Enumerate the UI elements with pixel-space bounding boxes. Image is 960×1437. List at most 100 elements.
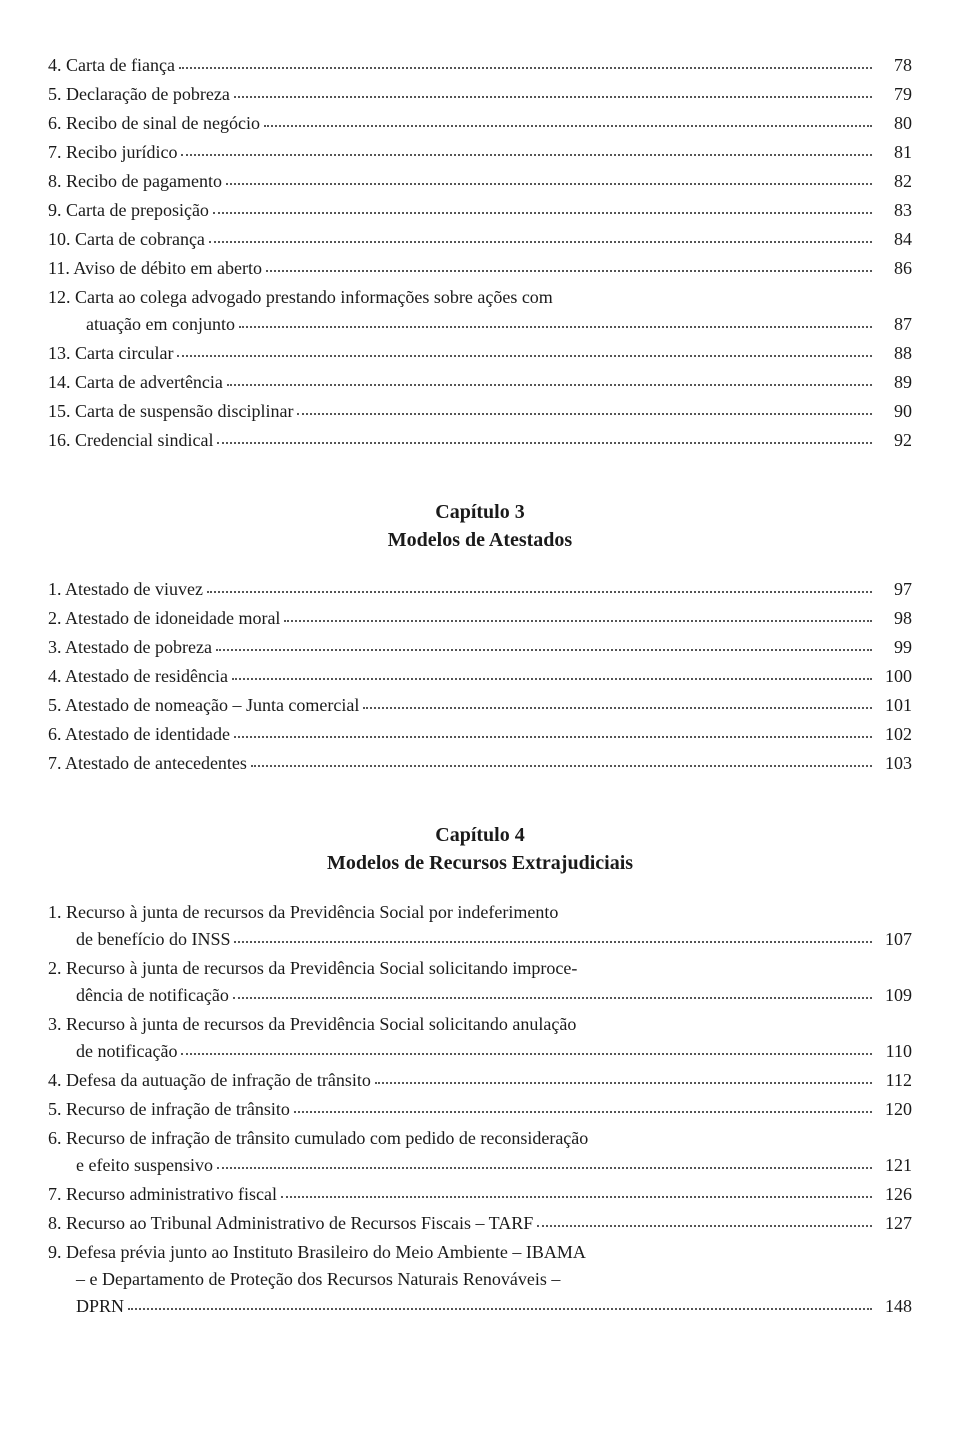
toc-entry: 12. Carta ao colega advogado prestando i… [48,284,912,338]
toc-dots [233,996,872,999]
toc-dots [209,240,872,243]
toc-dots [294,1110,872,1113]
chapter-heading: Capítulo 4 Modelos de Recursos Extrajudi… [48,821,912,877]
toc-page: 82 [876,168,912,195]
toc-label: – e Departamento de Proteção dos Recurso… [48,1266,912,1293]
toc-page: 101 [876,692,912,719]
toc-page: 100 [876,663,912,690]
toc-entry: 7. Recurso administrativo fiscal 126 [48,1181,912,1208]
toc-label: DPRN [76,1293,124,1320]
toc-entry: 3. Atestado de pobreza99 [48,634,912,661]
toc-label: 9. Defesa prévia junto ao Instituto Bras… [48,1239,912,1266]
toc-entry: 6. Recibo de sinal de negócio80 [48,110,912,137]
toc-label: 4. Atestado de residência [48,663,228,690]
toc-label: 1. Recurso à junta de recursos da Previd… [48,899,912,926]
toc-section: 4. Carta de fiança785. Declaração de pob… [48,52,912,454]
chapter-title: Modelos de Atestados [48,526,912,554]
toc-dots [297,412,872,415]
toc-page: 88 [876,340,912,367]
toc-label: 11. Aviso de débito em aberto [48,255,262,282]
toc-label: 7. Recurso administrativo fiscal [48,1181,277,1208]
toc-label: 8. Recurso ao Tribunal Administrativo de… [48,1210,533,1237]
toc-page: 92 [876,427,912,454]
toc-label: 5. Recurso de infração de trânsito [48,1096,290,1123]
toc-dots [266,269,872,272]
toc-label: 2. Recurso à junta de recursos da Previd… [48,955,912,982]
toc-dots [537,1224,872,1227]
toc-page: 84 [876,226,912,253]
toc-label: 9. Carta de preposição [48,197,209,224]
toc-dots [251,764,872,767]
toc-dots [179,66,872,69]
toc-label: de benefício do INSS [76,926,230,953]
toc-label: 1. Atestado de viuvez [48,576,203,603]
toc-dots [181,153,872,156]
toc-dots [227,383,872,386]
toc-label: 15. Carta de suspensão disciplinar [48,398,293,425]
toc-label: 4. Carta de fiança [48,52,175,79]
toc-page: 89 [876,369,912,396]
toc-page: 86 [876,255,912,282]
toc-entry: 4. Defesa da autuação de infração de trâ… [48,1067,912,1094]
toc-entry: 8. Recurso ao Tribunal Administrativo de… [48,1210,912,1237]
toc-entry: 1. Recurso à junta de recursos da Previd… [48,899,912,953]
toc-dots [181,1052,872,1055]
toc-entry: 4. Carta de fiança 78 [48,52,912,79]
chapter-number: Capítulo 3 [48,498,912,526]
toc-page: 112 [876,1067,912,1094]
toc-page: 126 [876,1181,912,1208]
toc-dots [217,441,872,444]
toc-section: 1. Recurso à junta de recursos da Previd… [48,899,912,1320]
toc-entry: 11. Aviso de débito em aberto 86 [48,255,912,282]
chapter-heading: Capítulo 3 Modelos de Atestados [48,498,912,554]
toc-label: dência de notificação [76,982,229,1009]
toc-page: 102 [876,721,912,748]
toc-entry: 5. Declaração de pobreza 79 [48,81,912,108]
toc-dots [363,706,872,709]
toc-page: 90 [876,398,912,425]
toc-entry: 13. Carta circular 88 [48,340,912,367]
toc-page: 99 [876,634,912,661]
toc-page: 87 [876,311,912,338]
toc-label: 5. Declaração de pobreza [48,81,230,108]
toc-section: 1. Atestado de viuvez 97 2. Atestado de id… [48,576,912,777]
toc-page: 107 [876,926,912,953]
toc-entry: 2. Recurso à junta de recursos da Previd… [48,955,912,1009]
toc-entry: 8. Recibo de pagamento82 [48,168,912,195]
toc-page: 80 [876,110,912,137]
toc-label: 5. Atestado de nomeação – Junta comercia… [48,692,359,719]
toc-label: 4. Defesa da autuação de infração de trâ… [48,1067,371,1094]
toc-entry: 10. Carta de cobrança 84 [48,226,912,253]
toc-entry: 16. Credencial sindical 92 [48,427,912,454]
toc-dots [234,940,872,943]
toc-page: 97 [876,576,912,603]
toc-dots [264,124,872,127]
toc-dots [284,619,872,622]
toc-dots [217,1166,872,1169]
toc-label: 10. Carta de cobrança [48,226,205,253]
toc-label: 3. Recurso à junta de recursos da Previd… [48,1011,912,1038]
toc-label: atuação em conjunto [86,311,235,338]
toc-dots [216,648,872,651]
toc-dots [239,325,872,328]
toc-entry: 4. Atestado de residência 100 [48,663,912,690]
toc-dots [177,354,872,357]
toc-label: 14. Carta de advertência [48,369,223,396]
toc-dots [128,1307,872,1310]
toc-label: 7. Recibo jurídico [48,139,177,166]
chapter-number: Capítulo 4 [48,821,912,849]
chapter-title: Modelos de Recursos Extrajudiciais [48,849,912,877]
toc-entry: 14. Carta de advertência 89 [48,369,912,396]
toc-label: 13. Carta circular [48,340,173,367]
toc-page: 79 [876,81,912,108]
toc-label: 16. Credencial sindical [48,427,213,454]
toc-page: 78 [876,52,912,79]
toc-entry: 1. Atestado de viuvez 97 [48,576,912,603]
toc-dots [234,735,872,738]
toc-label: 2. Atestado de idoneidade moral [48,605,280,632]
toc-label: 12. Carta ao colega advogado prestando i… [48,284,912,311]
toc-page: 121 [876,1152,912,1179]
toc-label: 7. Atestado de antecedentes [48,750,247,777]
toc-entry: 5. Recurso de infração de trânsito120 [48,1096,912,1123]
toc-page: 109 [876,982,912,1009]
